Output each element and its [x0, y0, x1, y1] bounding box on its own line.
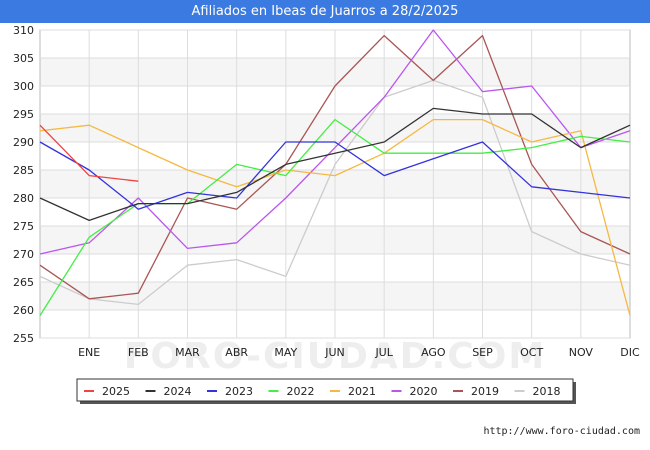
legend-label-2024: 2024 — [164, 385, 192, 398]
watermark-text: FORO-CIUDAD.COM — [124, 336, 546, 377]
legend-label-2019: 2019 — [471, 385, 499, 398]
x-tick-label: JUN — [324, 346, 345, 359]
y-tick-label: 295 — [13, 108, 34, 121]
legend-box — [76, 378, 574, 402]
x-tick-label: JUL — [374, 346, 393, 359]
y-tick-label: 310 — [13, 24, 34, 37]
legend-label-2021: 2021 — [348, 385, 376, 398]
y-tick-label: 305 — [13, 52, 34, 65]
legend-label-2025: 2025 — [102, 385, 130, 398]
y-tick-label: 270 — [13, 248, 34, 261]
series-line-2025 — [39, 124, 139, 182]
axis-labels: 255 260 265 270 275 280 285 290 295 300 305 310 ENE F… — [13, 24, 640, 359]
y-tick-label: 285 — [13, 164, 34, 177]
legend-label-2022: 2022 — [287, 385, 315, 398]
x-tick-label: DIC — [620, 346, 640, 359]
y-tick-label: 290 — [13, 136, 34, 149]
series-line-2019 — [39, 34, 631, 300]
x-tick-label: SEP — [472, 346, 493, 359]
y-tick-label: 275 — [13, 220, 34, 233]
chart-title: Afiliados en Ibeas de Juarros a 28/2/202… — [0, 0, 650, 23]
grid-lines — [40, 29, 630, 339]
x-tick-label: ENE — [78, 346, 100, 359]
legend-label-2023: 2023 — [225, 385, 253, 398]
credit-url[interactable]: http://www.foro-ciudad.com — [483, 426, 640, 437]
y-tick-label: 260 — [13, 304, 34, 317]
legend-label-2018: 2018 — [533, 385, 561, 398]
y-tick-label: 280 — [13, 192, 34, 205]
series-line-2018 — [39, 79, 631, 306]
watermark: FORO-CIUDAD.COM — [124, 336, 546, 377]
series-line-2024 — [39, 107, 631, 222]
legend: 2025 2024 2023 2022 2021 2020 2019 2018 — [76, 378, 576, 404]
y-tick-label: 255 — [13, 332, 34, 345]
x-tick-label: ABR — [225, 346, 248, 359]
series-lines — [39, 29, 631, 316]
x-tick-label: NOV — [569, 346, 594, 359]
x-tick-label: MAY — [274, 346, 297, 359]
y-tick-label: 300 — [13, 80, 34, 93]
series-line-2020 — [39, 29, 631, 255]
x-tick-label: FEB — [128, 346, 149, 359]
series-line-2023 — [39, 141, 631, 210]
x-tick-label: AGO — [421, 346, 446, 359]
x-tick-label: MAR — [175, 346, 200, 359]
y-tick-label: 265 — [13, 276, 34, 289]
x-tick-label: OCT — [520, 346, 543, 359]
legend-label-2020: 2020 — [410, 385, 438, 398]
series-line-2021 — [39, 118, 631, 316]
